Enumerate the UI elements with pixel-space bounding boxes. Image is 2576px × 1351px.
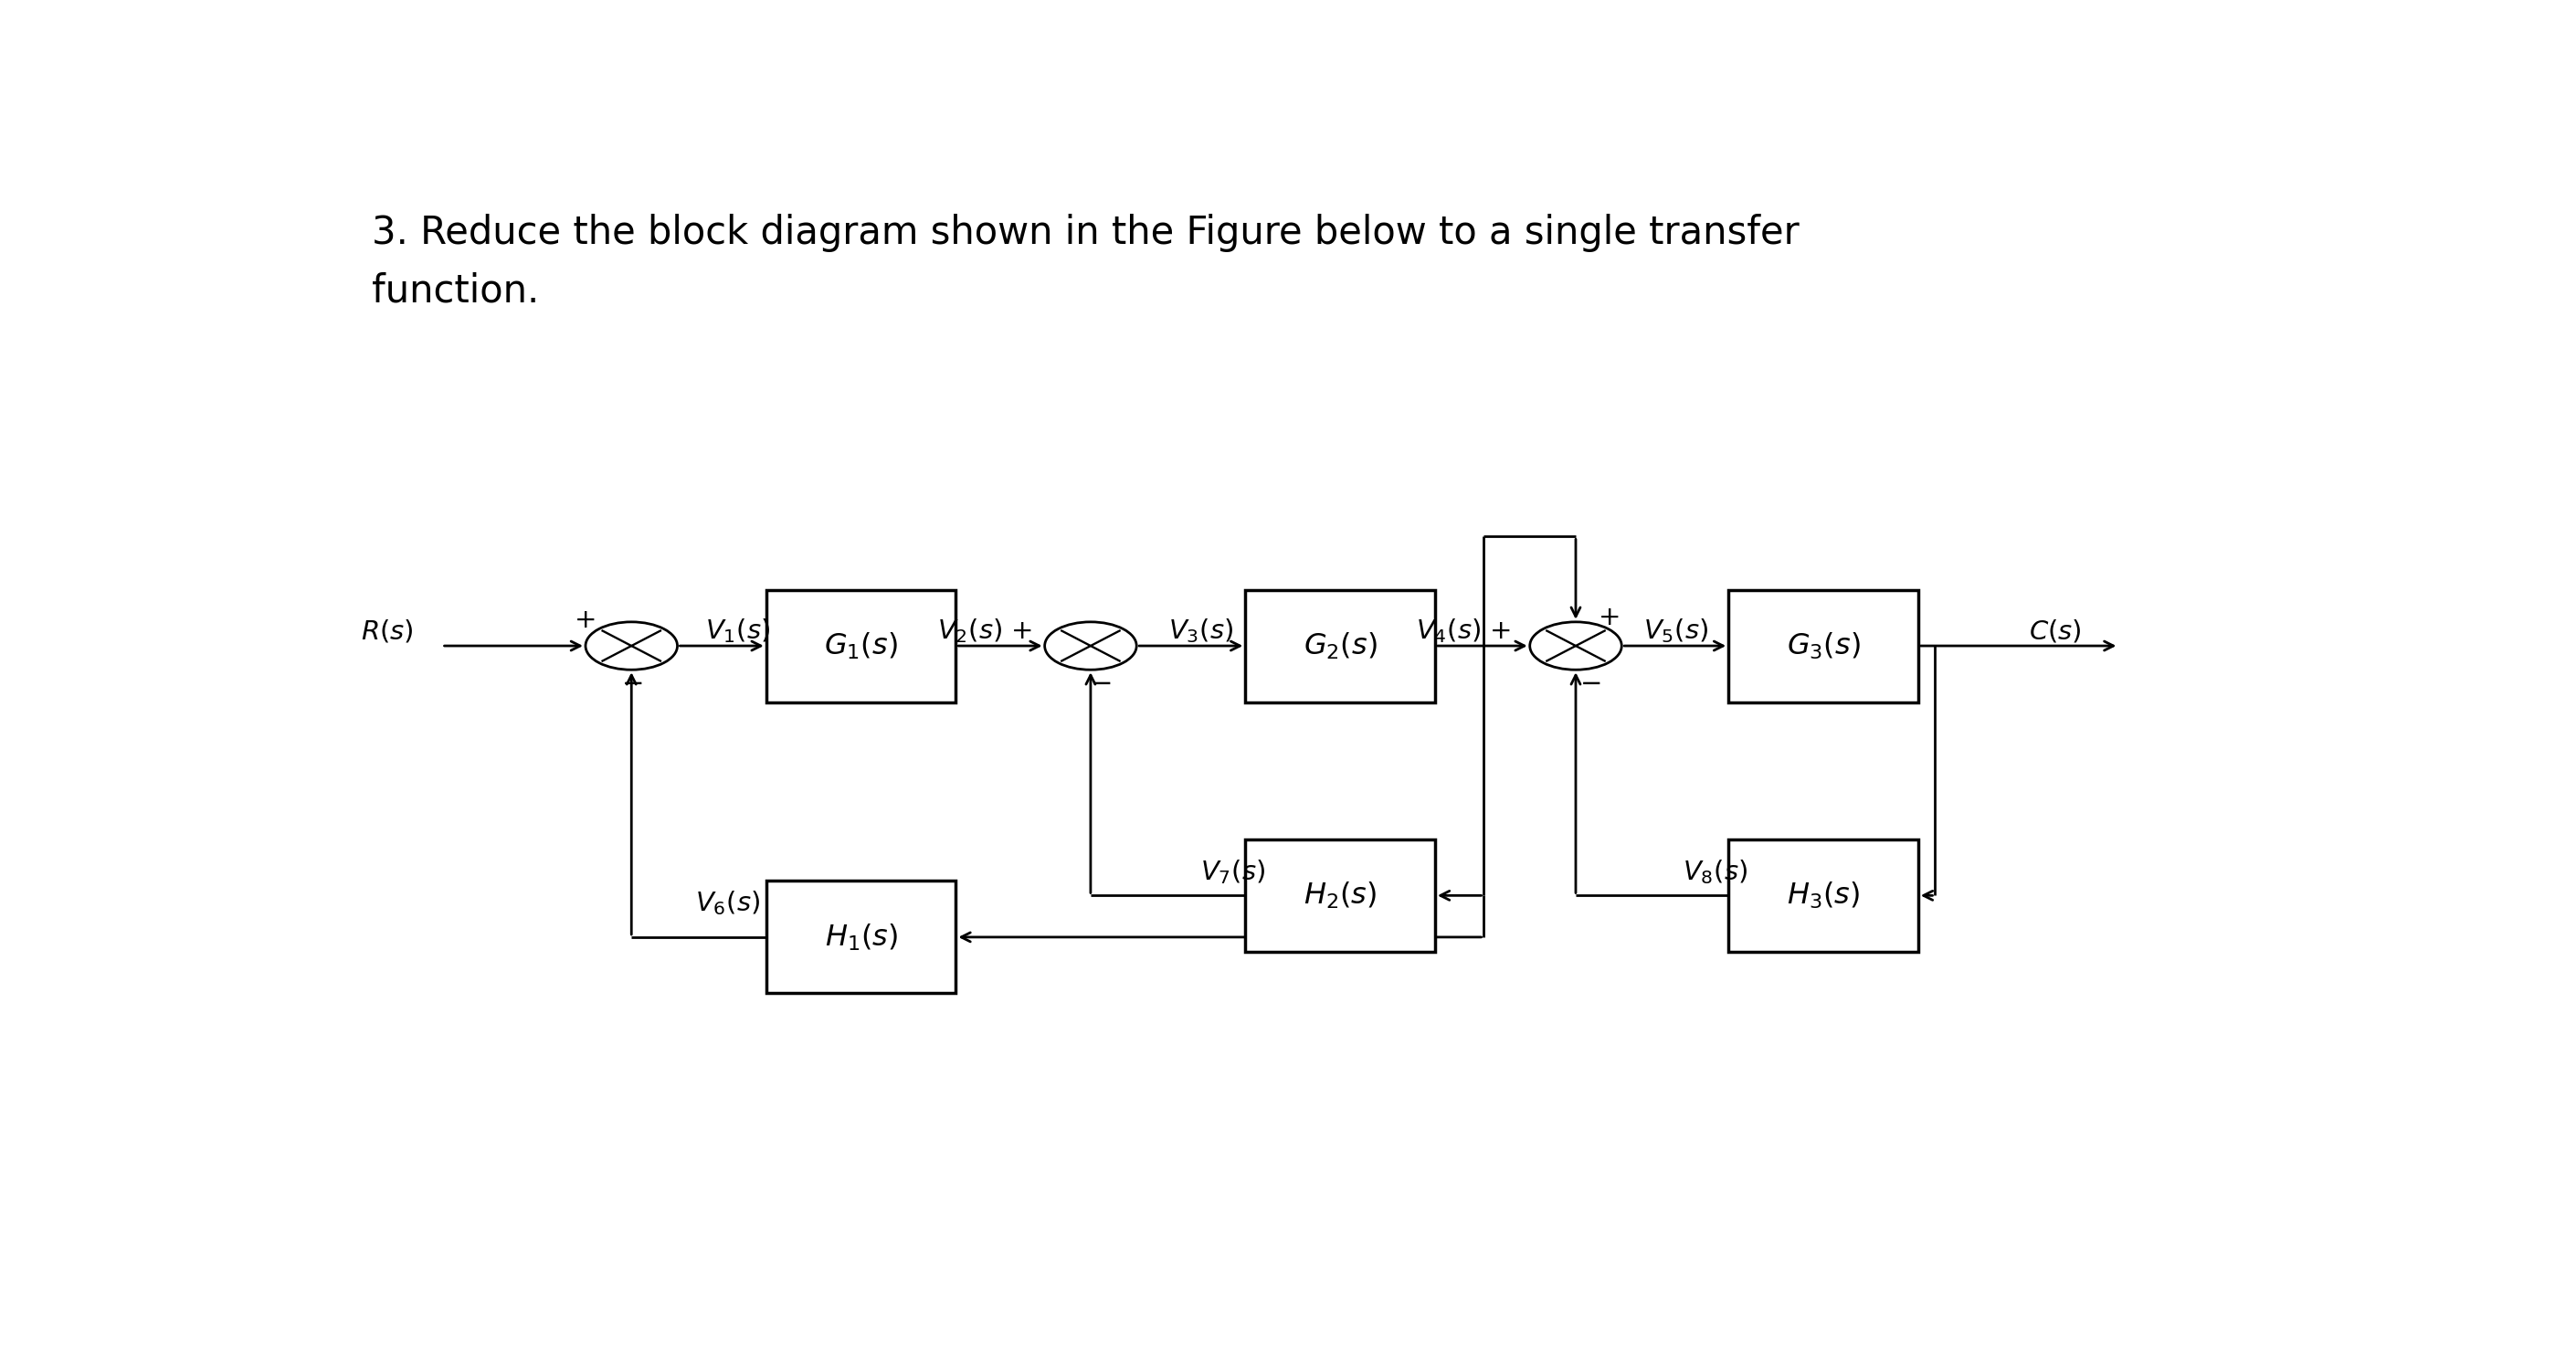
Circle shape	[1046, 621, 1136, 670]
Text: $V_1(s)$: $V_1(s)$	[706, 617, 770, 646]
Text: $V_6(s)$: $V_6(s)$	[696, 889, 760, 917]
Text: $V_2(s)$ +: $V_2(s)$ +	[938, 617, 1033, 646]
Text: $-$: $-$	[1579, 670, 1600, 696]
Circle shape	[585, 621, 677, 670]
Text: $V_3(s)$: $V_3(s)$	[1167, 617, 1234, 646]
Text: $V_5(s)$: $V_5(s)$	[1643, 617, 1708, 646]
Text: $G_2(s)$: $G_2(s)$	[1303, 631, 1378, 661]
Text: $-$: $-$	[1090, 670, 1110, 696]
Text: +: +	[1600, 605, 1620, 631]
Text: $H_1(s)$: $H_1(s)$	[824, 921, 896, 952]
Text: $G_3(s)$: $G_3(s)$	[1785, 631, 1860, 661]
Bar	[1244, 589, 1435, 703]
Text: 3. Reduce the block diagram shown in the Figure below to a single transfer: 3. Reduce the block diagram shown in the…	[371, 215, 1801, 253]
Text: $R(s)$: $R(s)$	[361, 617, 415, 644]
Bar	[1728, 589, 1919, 703]
Text: $V_4(s)$ +: $V_4(s)$ +	[1417, 617, 1512, 646]
Text: $C(s)$: $C(s)$	[2027, 617, 2081, 644]
Text: function.: function.	[371, 272, 538, 309]
Bar	[1728, 839, 1919, 951]
Circle shape	[1530, 621, 1623, 670]
Text: $V_8(s)$: $V_8(s)$	[1682, 858, 1749, 886]
Bar	[765, 881, 956, 993]
Text: $V_7(s)$: $V_7(s)$	[1200, 858, 1265, 886]
Text: +: +	[574, 607, 598, 632]
Text: $-$: $-$	[621, 670, 641, 696]
Bar	[1244, 839, 1435, 951]
Text: $H_3(s)$: $H_3(s)$	[1788, 881, 1860, 911]
Bar	[765, 589, 956, 703]
Text: $H_2(s)$: $H_2(s)$	[1303, 881, 1376, 911]
Text: $G_1(s)$: $G_1(s)$	[824, 631, 899, 661]
